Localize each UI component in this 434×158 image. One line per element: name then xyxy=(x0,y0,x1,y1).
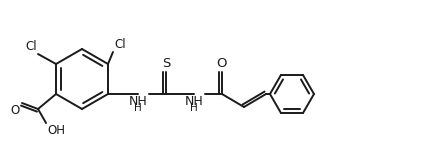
Text: O: O xyxy=(11,104,20,117)
Text: Cl: Cl xyxy=(114,38,125,51)
Text: NH: NH xyxy=(128,95,148,108)
Text: O: O xyxy=(217,57,227,70)
Text: S: S xyxy=(162,57,170,70)
Text: H: H xyxy=(134,103,142,113)
Text: OH: OH xyxy=(47,124,65,137)
Text: NH: NH xyxy=(184,95,204,108)
Text: H: H xyxy=(190,103,198,113)
Text: Cl: Cl xyxy=(26,40,37,53)
